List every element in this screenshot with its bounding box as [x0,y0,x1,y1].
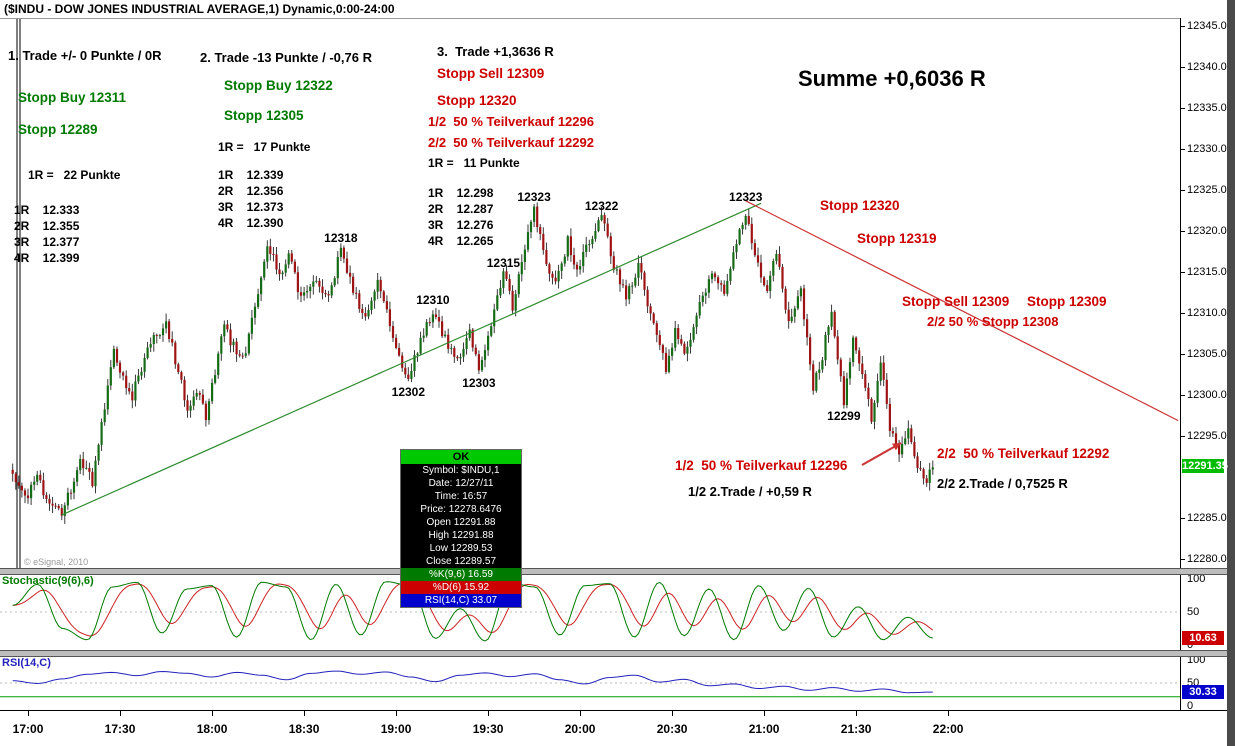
copyright: © eSignal, 2010 [24,557,89,567]
price-chart-area[interactable]: 12318 12310 12315 12323 12322 12323 12302 12303… [0,18,1180,608]
trendlines [61,200,1179,516]
time-tick-mark [948,711,950,716]
time-tick-mark [488,711,490,716]
time-axis-label: 20:00 [564,722,596,736]
price-tick-label: 12335.00 [1187,102,1233,114]
time-axis-label: 21:30 [840,722,872,736]
data-window-indicator-row: %K(9,6) 16.59 [401,568,521,581]
stochastic-k-line [12,581,933,642]
data-window-row: High 12291.88 [401,529,521,542]
time-tick-mark [212,711,214,716]
data-window-indicator-row: %D(6) 15.92 [401,581,521,594]
rsi-label: RSI(14,C) [2,657,51,669]
data-window[interactable]: OK Symbol: $INDU,1 Date: 12/27/11 Time: 16… [400,449,522,608]
price-tick-label: 12325.00 [1187,184,1233,196]
rsi-value-badge: 30.33 [1182,685,1224,700]
data-window-row: Symbol: $INDU,1 [401,464,521,477]
price-tick-label: 12305.00 [1187,348,1233,360]
time-tick-mark [856,711,858,716]
price-scale[interactable]: 12291.35 10.63 30.33 12345.00 12340.00 123… [1180,18,1233,712]
candlestick-series [11,202,934,524]
stochastic-canvas[interactable] [0,574,1180,650]
time-axis-label: 20:30 [656,722,688,736]
indicator-scale-label: 0 [1187,639,1194,651]
indicator-scale-label: 100 [1187,573,1206,585]
time-axis-label: 19:00 [380,722,412,736]
price-tick-label: 12280.00 [1187,553,1233,565]
price-tick-label: 12310.00 [1187,307,1233,319]
data-window-row: Time: 16:57 [401,490,521,503]
price-tick-mark [1181,272,1185,273]
time-axis-label: 19:30 [472,722,504,736]
time-tick-mark [580,711,582,716]
time-axis-label: 18:30 [288,722,320,736]
price-tick-mark [1181,231,1185,232]
time-tick-mark [672,711,674,716]
price-tick-label: 12295.00 [1187,430,1233,442]
data-window-row: Price: 12278.6476 [401,503,521,516]
price-tick-mark [1181,354,1185,355]
price-tick-mark [1181,149,1185,150]
session-divider-lines [16,19,21,569]
rsi-canvas[interactable] [0,656,1180,710]
chart-title: ($INDU - DOW JONES INDUSTRIAL AVERAGE,1)… [4,2,395,16]
data-window-header: OK [401,450,521,464]
stochastic-d-line [12,582,934,637]
rsi-panel[interactable]: RSI(14,C) [0,656,1180,710]
indicator-scale-label: 50 [1187,606,1200,618]
price-tick-label: 12285.00 [1187,512,1233,524]
time-axis-label: 22:00 [932,722,964,736]
price-tick-label: 12330.00 [1187,143,1233,155]
time-tick-mark [396,711,398,716]
indicator-scale-label: 0 [1187,700,1194,712]
panel-separator[interactable] [0,568,1228,575]
price-tick-mark [1181,559,1185,560]
price-tick-mark [1181,395,1185,396]
price-tick-label: 12315.00 [1187,266,1233,278]
price-chart-canvas[interactable] [0,19,1180,569]
time-tick-mark [304,711,306,716]
price-tick-label: 12340.00 [1187,61,1233,73]
price-tick-mark [1181,108,1185,109]
time-axis-label: 17:00 [12,722,44,736]
price-tick-label: 12345.00 [1187,20,1233,32]
price-tick-mark [1181,518,1185,519]
time-tick-mark [120,711,122,716]
data-window-row: Low 12289.53 [401,542,521,555]
stochastic-value-badge: 10.63 [1182,630,1224,645]
price-tick-mark [1181,436,1185,437]
indicator-scale-label: 100 [1187,654,1206,666]
data-window-row: Close 12289.57 [401,555,521,568]
time-axis-label: 18:00 [196,722,228,736]
data-window-rows: Symbol: $INDU,1 Date: 12/27/11 Time: 16:57… [401,464,521,607]
stochastic-label: Stochastic(9(6),6) [2,575,94,587]
price-tick-label: 12320.00 [1187,225,1233,237]
last-price-badge: 12291.35 [1182,458,1228,473]
time-tick-mark [28,711,30,716]
data-window-row: Date: 12/27/11 [401,477,521,490]
time-tick-mark [764,711,766,716]
price-tick-mark [1181,26,1185,27]
right-scrollbar[interactable] [1227,0,1235,746]
stochastic-panel[interactable]: Stochastic(9(6),6) [0,574,1180,650]
price-tick-mark [1181,313,1185,314]
time-axis-label: 21:00 [748,722,780,736]
panel-separator[interactable] [0,650,1228,657]
data-window-indicator-row: RSI(14,C) 33.07 [401,594,521,607]
pointer-arrow [861,442,902,466]
data-window-row: Open 12291.88 [401,516,521,529]
price-tick-mark [1181,190,1185,191]
price-tick-mark [1181,67,1185,68]
price-tick-label: 12300.00 [1187,389,1233,401]
rsi-line [12,670,933,694]
time-axis-label: 17:30 [104,722,136,736]
time-axis[interactable]: 17:00 17:30 18:00 18:30 19:00 19:30 20:00 20:30… [0,710,1228,746]
